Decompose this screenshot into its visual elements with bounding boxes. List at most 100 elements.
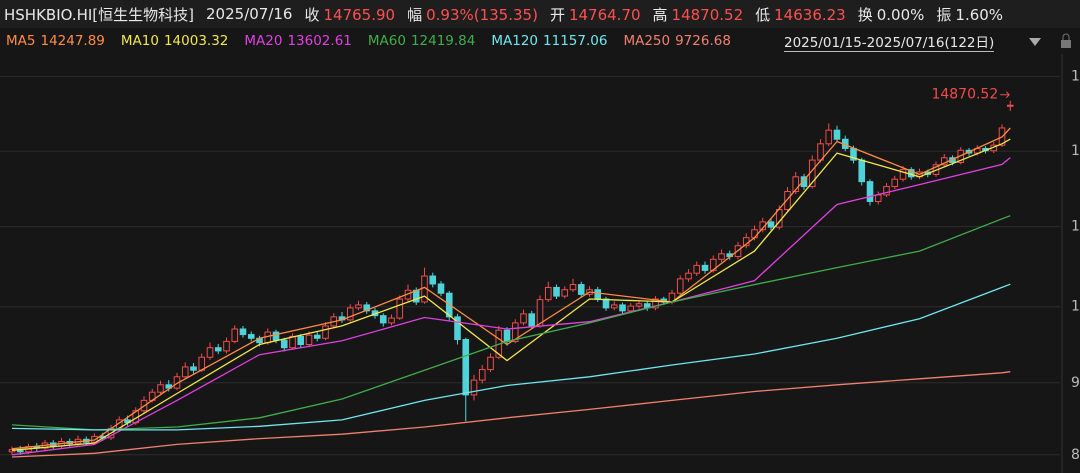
candle-body (577, 284, 585, 295)
date: 2025/07/16 (206, 5, 293, 23)
candle-body (478, 369, 486, 381)
candle-body (503, 329, 511, 342)
legend-value: 14247.89 (40, 33, 105, 49)
candle-body (157, 384, 164, 393)
candle-body (487, 356, 494, 371)
candle-body (297, 335, 305, 346)
candle-body (231, 328, 239, 342)
legend-value: 13602.61 (287, 33, 352, 49)
candle-body (610, 304, 618, 309)
candle-body (652, 298, 659, 309)
candle-body (272, 331, 280, 341)
y-tick-label: 9 (1071, 375, 1080, 391)
candle-body (676, 278, 684, 294)
candle-body (396, 298, 404, 319)
field-label: 收 (304, 5, 320, 24)
candle-body (891, 178, 899, 188)
ma-line (11, 157, 1011, 456)
quote-field: 低 14636.23 (755, 4, 846, 25)
candle-body (792, 176, 800, 192)
candle-body (239, 328, 247, 336)
candle-body (1006, 104, 1014, 107)
candle-body (190, 366, 197, 371)
field-value: 14764.70 (568, 5, 641, 24)
legend-value: 9726.68 (675, 33, 731, 49)
quote-field: 振 1.60% (936, 4, 1003, 25)
quote-header: HSHKBIO.HI[恒生生物科技] 2025/07/16 收 14765.90 幅… (0, 0, 1080, 28)
field-value: 0.93%(135.35) (426, 5, 538, 24)
candle-body (511, 322, 519, 342)
legend-name: MA250 (623, 33, 671, 49)
candle-body (454, 316, 461, 341)
candle-body (520, 313, 527, 324)
candle-body (355, 304, 362, 309)
candle-body (181, 366, 189, 378)
field-value: 14636.23 (774, 5, 846, 24)
candle-body (635, 303, 643, 307)
candle-body (784, 190, 791, 211)
field-value: 14870.52 (671, 5, 744, 24)
candle-body (528, 313, 536, 327)
legend-item: MA5 14247.89 (6, 33, 105, 49)
legend: MA5 14247.89 MA10 14003.32 MA20 13602.61 MA60 1… (0, 30, 1080, 52)
candle-body (429, 275, 437, 285)
legend-name: MA60 (367, 33, 406, 49)
ma-line (11, 283, 1011, 431)
date-range[interactable]: 2025/01/15-2025/07/16(122日) (784, 31, 995, 52)
ma-line (11, 127, 1011, 450)
field-label: 低 (755, 5, 771, 24)
quote-field: 换 0.00% (858, 4, 925, 25)
y-tick-label: 1 (1071, 68, 1080, 84)
ma-line (11, 138, 1011, 451)
legend-item: MA10 14003.32 (121, 33, 228, 49)
candle-body (388, 317, 395, 324)
legend-name: MA5 (6, 33, 36, 49)
field-label: 换 (857, 5, 873, 24)
candle-body (701, 264, 709, 271)
candle-body (767, 221, 775, 228)
legend-item: MA120 11157.06 (491, 33, 607, 49)
legend-value: 11157.06 (543, 33, 608, 49)
candle-body (751, 229, 758, 239)
candle-body (602, 298, 610, 309)
quote-field: 收 14765.90 (304, 4, 395, 25)
candle-body (874, 194, 882, 202)
candle-body (594, 289, 602, 300)
y-tick-label: 8 (1071, 447, 1080, 463)
quote-field: 开 14764.70 (550, 4, 641, 25)
max-label: 14870.52 (931, 87, 998, 103)
candle-body (833, 129, 841, 140)
candle-body (553, 286, 560, 297)
candle-body (346, 307, 354, 321)
candle-body (462, 339, 470, 396)
legend-value: 14003.32 (163, 33, 229, 49)
candle-body (214, 347, 222, 352)
y-tick-label: 1 (1071, 143, 1080, 159)
legend-item: MA60 12419.84 (368, 33, 475, 49)
candle-body (561, 289, 569, 297)
candle-body (437, 283, 445, 294)
candle-body (247, 334, 255, 339)
candle-body (800, 176, 808, 188)
candle-body (866, 181, 874, 202)
legend-item: MA250 9726.68 (623, 33, 730, 49)
candle-body (627, 305, 635, 312)
candle-body (619, 304, 626, 312)
candle-body (899, 169, 907, 180)
candle-body (280, 339, 288, 349)
quote-field: 幅 0.93%(135.35) (407, 4, 538, 25)
y-tick-label: 1 (1071, 219, 1080, 235)
legend-name: MA10 (120, 33, 159, 49)
y-tick-label: 1 (1071, 299, 1080, 315)
legend-value: 12419.84 (410, 33, 476, 49)
candle-body (569, 284, 577, 291)
legend-item: MA20 13602.61 (244, 33, 351, 49)
field-value: 1.60% (955, 5, 1004, 24)
candle-body (718, 253, 725, 260)
candle-body (470, 379, 478, 396)
candle-body (693, 264, 701, 274)
symbol: HSHKBIO.HI[恒生生物科技] (4, 5, 195, 24)
ma-line (11, 371, 1011, 458)
legend-name: MA120 (491, 33, 539, 49)
